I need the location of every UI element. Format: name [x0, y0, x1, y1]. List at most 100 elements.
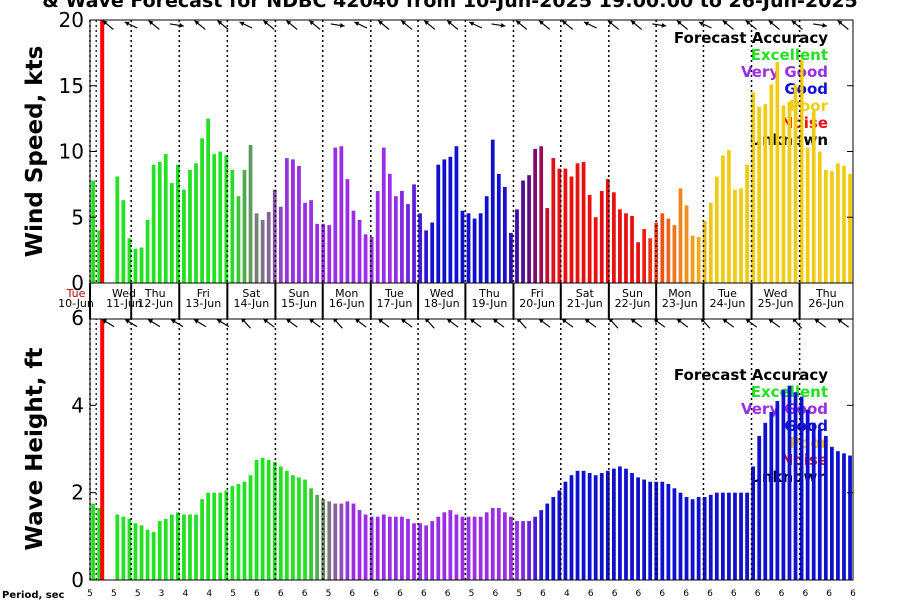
- wind-direction-arrow-31-head: [822, 23, 827, 28]
- wave-direction-arrow-3-head: [170, 319, 176, 324]
- wind-direction-arrow-1-head: [124, 21, 130, 27]
- day-label-2: Thu: [144, 287, 166, 300]
- wave-bar-83: [593, 475, 598, 580]
- period-value-19: 6: [540, 589, 546, 599]
- wave-bar-47: [375, 516, 380, 580]
- wind-bar-116: [793, 84, 798, 283]
- wind-bar-122: [829, 171, 834, 283]
- wind-bar-113: [775, 62, 780, 283]
- wave-bar-34: [297, 477, 301, 580]
- wave-direction-arrow-27-head: [722, 318, 728, 324]
- wind-bar-12: [163, 154, 168, 283]
- wave-bar-11: [157, 521, 162, 580]
- period-value-9: 6: [302, 589, 308, 599]
- wind-direction-arrow-8-head: [286, 20, 292, 26]
- date-label-8: 18-Jun: [424, 297, 460, 310]
- wind-bar-125: [848, 173, 852, 283]
- wind-bar-49: [387, 173, 392, 283]
- wind-direction-arrow-24-head: [661, 23, 667, 28]
- wind-bar-100: [696, 236, 701, 283]
- wind-direction-arrow-32-head: [837, 20, 843, 26]
- wind-bar-14: [175, 164, 180, 283]
- wave-bar-23: [230, 486, 235, 580]
- wave-bar-90: [636, 477, 640, 580]
- wind-ytick-label-2: 10: [59, 140, 84, 164]
- wave-bar-76: [551, 497, 556, 580]
- day-label-16: Thu: [815, 287, 837, 300]
- wave-direction-arrow-31-head: [814, 318, 820, 324]
- wave-bar-7: [133, 523, 138, 580]
- wave-bar-92: [648, 481, 653, 580]
- wave-bar-94: [660, 481, 665, 580]
- period-value-5: 4: [206, 589, 212, 599]
- wind-bar-96: [672, 225, 677, 283]
- wind-bar-17: [194, 163, 198, 283]
- period-value-30: 6: [802, 589, 808, 599]
- wave-bar-70: [515, 521, 519, 580]
- wave-bar-65: [484, 512, 489, 580]
- period-value-18: 5: [516, 589, 522, 599]
- wave-bar-56: [430, 521, 435, 580]
- wind-plot-area: [90, 20, 853, 283]
- wind-bar-15: [182, 189, 186, 283]
- wave-direction-arrow-21-head: [584, 318, 590, 324]
- wind-bar-67: [496, 173, 501, 283]
- period-value-13: 6: [397, 589, 403, 599]
- wind-bar-115: [787, 101, 792, 283]
- wind-bar-110: [757, 106, 762, 283]
- wind-bar-4: [115, 176, 120, 283]
- wind-bar-8: [139, 247, 144, 283]
- wind-bar-37: [315, 223, 320, 283]
- wave-direction-arrow-9-head: [309, 318, 315, 324]
- wind-legend-item-1: Very Good: [741, 63, 828, 81]
- wind-bar-69: [509, 233, 513, 283]
- period-value-12: 6: [373, 589, 379, 599]
- wind-bar-19: [206, 118, 211, 283]
- wind-legend-title: Forecast Accuracy: [674, 29, 828, 47]
- wind-bar-40: [333, 147, 338, 283]
- date-label-1: 11-Jun: [106, 297, 142, 310]
- wave-direction-arrow-16-head: [469, 318, 475, 324]
- wind-bar-63: [472, 218, 477, 283]
- wind-bar-31: [278, 206, 283, 283]
- wind-bar-101: [702, 221, 707, 283]
- period-value-26: 6: [707, 589, 713, 599]
- wave-bar-41: [339, 503, 344, 580]
- date-label-5: 15-Jun: [281, 297, 317, 310]
- wind-bar-52: [406, 204, 410, 283]
- wave-bar-21: [218, 492, 223, 580]
- period-value-28: 6: [755, 589, 761, 599]
- wind-bar-46: [369, 236, 374, 283]
- wind-bar-91: [642, 229, 647, 283]
- wind-direction-arrow-11-head: [354, 21, 360, 27]
- wind-bar-66: [490, 139, 495, 283]
- wave-bar-31: [278, 466, 283, 580]
- wind-direction-arrow-18-head: [516, 20, 521, 26]
- wave-bar-106: [733, 492, 737, 580]
- wave-direction-arrow-1-head: [124, 319, 130, 324]
- wave-bar-53: [412, 523, 416, 580]
- period-value-2: 5: [135, 589, 141, 599]
- wind-ytick-label-4: 20: [59, 8, 84, 32]
- wave-bar-35: [303, 479, 307, 580]
- wind-bar-18: [200, 138, 204, 283]
- day-label-3: Fri: [197, 287, 210, 300]
- wave-bar-84: [599, 473, 604, 580]
- wave-bar-88: [624, 468, 628, 580]
- period-value-14: 6: [421, 589, 427, 599]
- wave-bar-96: [672, 488, 677, 580]
- wind-bar-25: [242, 169, 247, 283]
- wind-direction-arrow-30-head: [791, 20, 797, 26]
- wave-bar-82: [587, 473, 592, 580]
- wind-bar-50: [393, 196, 398, 283]
- wave-ytick-label-0: 0: [71, 568, 84, 592]
- wave-bar-16: [188, 514, 192, 580]
- wind-direction-arrow-4-head: [194, 20, 200, 26]
- day-label-13: Mon: [668, 287, 691, 300]
- wave-direction-arrow-8-head: [286, 318, 292, 324]
- wind-bar-105: [727, 150, 731, 283]
- wave-bar-63: [472, 516, 477, 580]
- wave-bar-113: [775, 400, 780, 580]
